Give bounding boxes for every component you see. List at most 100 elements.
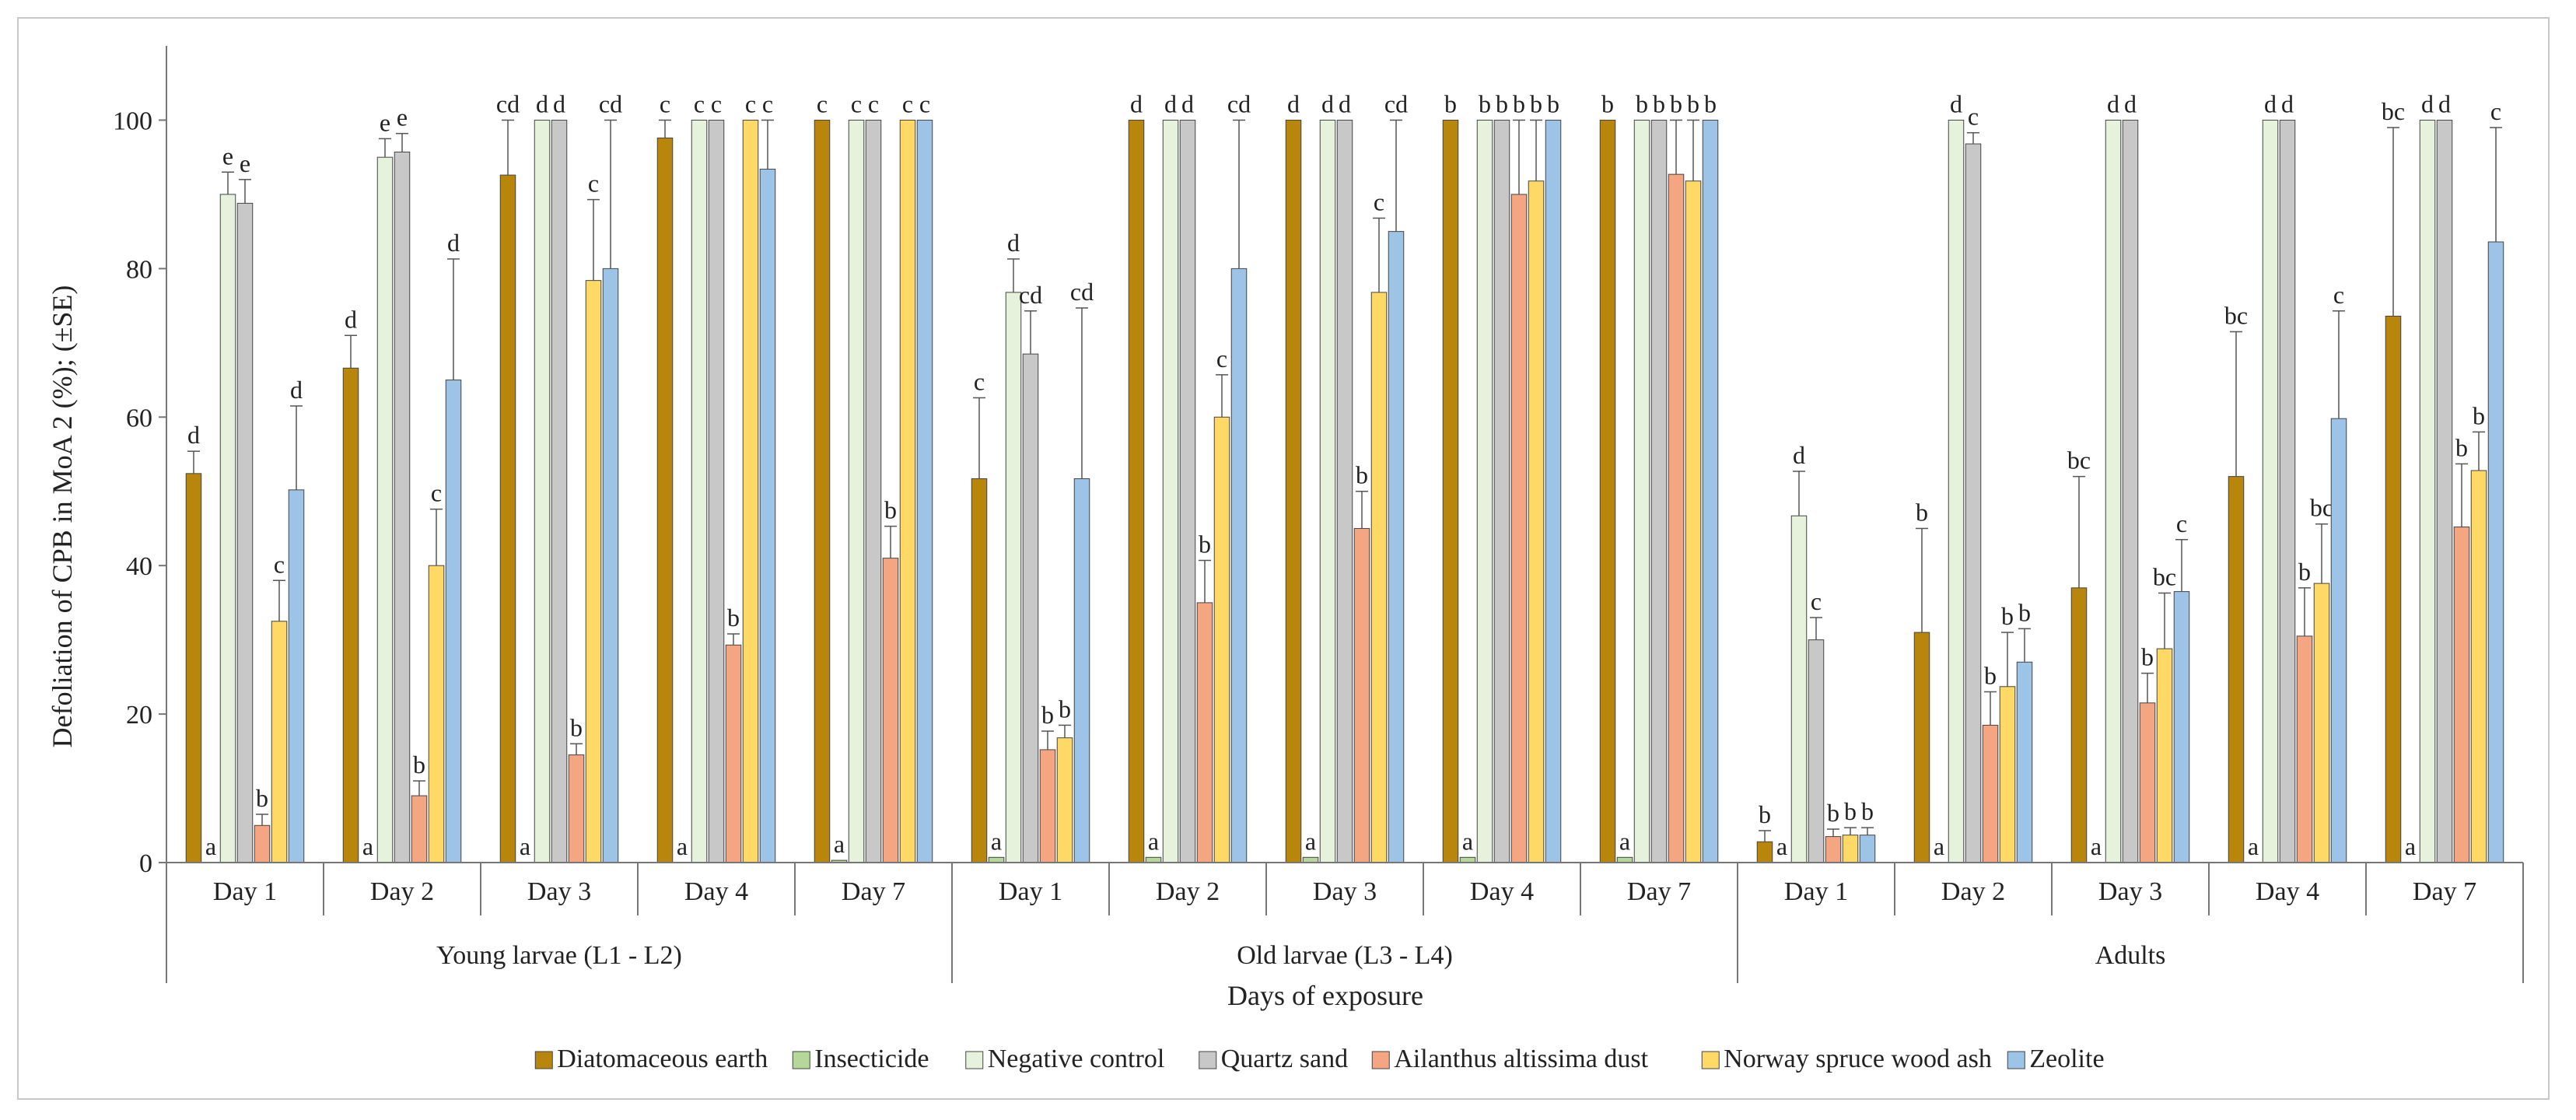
legend-label: Quartz sand [1221, 1045, 1348, 1073]
x-tick-label: Day 2 [1941, 877, 2005, 906]
bar [1476, 119, 1493, 863]
bar [1285, 119, 1302, 863]
bar [568, 754, 585, 863]
x-axis-title: Days of exposure [1227, 980, 1423, 1011]
significance-label: c [1811, 587, 1822, 615]
y-tick-label: 80 [126, 255, 152, 284]
bar [1442, 119, 1459, 863]
bar [1965, 143, 1982, 863]
bar [428, 565, 445, 863]
significance-label: e [222, 142, 233, 170]
bar [1493, 119, 1510, 863]
significance-label: a [991, 827, 1002, 855]
significance-label: b [1844, 797, 1857, 825]
y-axis-title: Defoliation of CPB in MoA 2 (%); (±SE) [47, 285, 78, 748]
bar [848, 119, 865, 863]
bar [2228, 476, 2245, 863]
bar [2262, 119, 2279, 863]
significance-label: b [1496, 89, 1508, 117]
bar [1039, 749, 1056, 863]
significance-label: b [2455, 433, 2468, 461]
significance-label: c [1968, 103, 1979, 131]
bar [2470, 470, 2487, 863]
group-label: Young larvae (L1 - L2) [436, 941, 682, 970]
significance-label: a [520, 832, 530, 860]
significance-label: d [1287, 89, 1300, 117]
bar [1842, 835, 1859, 863]
bar [376, 156, 394, 863]
bar [602, 268, 619, 863]
bar [2436, 119, 2453, 863]
bar [708, 119, 725, 863]
bar [2487, 241, 2504, 863]
significance-label: a [2091, 832, 2102, 860]
significance-label: c [588, 170, 599, 198]
significance-label: b [1670, 89, 1682, 117]
bar [499, 174, 516, 863]
y-tick-label: 60 [126, 404, 152, 432]
group-label: Adults [2095, 941, 2166, 970]
bar [899, 119, 916, 863]
significance-label: b [1199, 530, 1211, 558]
significance-label: b [570, 713, 583, 741]
significance-label: d [1164, 89, 1177, 117]
bar [1056, 737, 1073, 863]
x-tick-label: Day 1 [999, 877, 1062, 906]
significance-label: b [1704, 89, 1717, 117]
significance-label: bc [2224, 302, 2248, 330]
bar [814, 119, 831, 863]
legend-label: Norway spruce wood ash [1724, 1045, 1992, 1073]
significance-label: c [694, 89, 705, 117]
bar [2330, 418, 2347, 863]
significance-label: d [2438, 89, 2451, 117]
bar [1388, 231, 1405, 863]
significance-label: a [1934, 832, 1944, 860]
chart-frame: 0 20 40 60 80 100 d a e e b c d d a e e b c d cd a d d b c cd c a c c… [17, 17, 2550, 1100]
bar [271, 621, 288, 863]
significance-label: b [1636, 89, 1648, 117]
bar [1668, 173, 1685, 863]
bar [2313, 583, 2330, 863]
bar [1599, 119, 1616, 863]
x-tick-label: Day 2 [1156, 877, 1220, 906]
significance-label: b [1513, 89, 1525, 117]
significance-label: b [2473, 401, 2485, 429]
bar [1128, 119, 1145, 863]
bar [988, 856, 1005, 863]
bar [1528, 180, 1545, 863]
significance-label: cd [496, 89, 520, 117]
significance-label: e [380, 108, 390, 136]
bar [551, 119, 568, 863]
bar [411, 795, 428, 863]
significance-label: d [1339, 89, 1351, 117]
bar [394, 152, 411, 863]
bar [1230, 268, 1248, 863]
significance-label: b [2001, 602, 2014, 630]
significance-label: a [677, 832, 688, 860]
x-tick-label: Day 7 [1627, 877, 1691, 906]
significance-label: cd [1070, 278, 1094, 306]
significance-label: d [1950, 89, 1962, 117]
significance-label: bc [2310, 494, 2333, 522]
bar [2122, 119, 2139, 863]
significance-label: b [413, 751, 425, 779]
y-tick-label: 0 [139, 849, 152, 878]
legend: Diatomaceous earth Insecticide Negative co… [534, 1045, 2105, 1073]
significance-label: b [2141, 643, 2154, 671]
x-tick-label: Day 4 [1470, 877, 1534, 906]
bar [2070, 587, 2088, 863]
significance-label: e [397, 103, 408, 131]
significance-label: d [1007, 229, 1020, 257]
legend-swatch [2007, 1051, 2025, 1069]
significance-label: b [1601, 89, 1614, 117]
significance-label: c [1216, 345, 1227, 373]
bar [2173, 591, 2190, 863]
significance-label: b [727, 604, 740, 632]
bar [1616, 856, 1633, 863]
significance-label: b [1827, 799, 1839, 827]
bar [1545, 119, 1562, 863]
significance-label: d [290, 376, 303, 404]
x-tick-label: Day 4 [2256, 877, 2319, 906]
